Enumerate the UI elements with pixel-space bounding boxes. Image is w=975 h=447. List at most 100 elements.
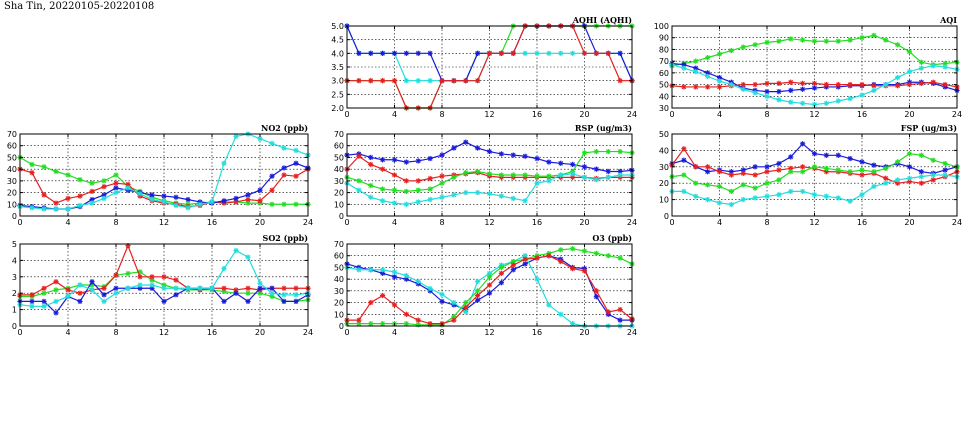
data-point	[486, 274, 493, 280]
chart-fsp: 0 4 8 12 16 20 24 0 10 20 30 40 50 FSP (ug/m3)	[659, 123, 962, 227]
x-tick-label: 12	[484, 218, 494, 227]
data-point	[451, 317, 457, 323]
data-point	[269, 187, 275, 193]
x-tick-label: 20	[579, 110, 589, 119]
data-point	[486, 171, 493, 177]
data-point	[368, 78, 374, 84]
data-point	[752, 90, 758, 96]
data-point	[498, 151, 504, 157]
data-point	[113, 285, 119, 291]
data-point	[705, 164, 711, 170]
data-point	[510, 258, 516, 265]
x-tick-label: 24	[952, 110, 962, 119]
data-point	[823, 100, 829, 106]
data-point	[391, 172, 398, 178]
data-point	[221, 160, 227, 166]
data-point	[593, 50, 599, 56]
data-point	[776, 167, 782, 173]
data-point	[89, 188, 95, 194]
data-point	[740, 170, 746, 176]
x-tick-label: 16	[207, 328, 217, 337]
x-tick-label: 16	[532, 328, 542, 337]
data-point	[233, 290, 239, 296]
data-point	[811, 38, 818, 44]
data-point	[930, 172, 936, 178]
data-point	[605, 253, 611, 259]
data-point	[137, 282, 143, 288]
data-point	[498, 270, 504, 276]
data-point	[811, 164, 818, 170]
data-point	[41, 298, 47, 304]
x-tick-label: 8	[439, 110, 444, 119]
data-point	[391, 269, 398, 275]
y-tick-label: 0	[339, 212, 344, 221]
data-point	[788, 79, 794, 85]
x-tick-label: 12	[159, 328, 169, 337]
data-point	[510, 262, 516, 268]
data-point	[245, 285, 251, 291]
data-point	[776, 97, 782, 103]
y-tick-label: 40	[659, 146, 669, 155]
data-point	[752, 164, 758, 170]
data-point	[41, 303, 47, 309]
data-point	[593, 294, 599, 300]
data-point	[415, 178, 421, 184]
data-point	[380, 78, 386, 84]
data-point	[788, 87, 794, 94]
data-point	[534, 173, 540, 179]
data-point	[475, 288, 481, 294]
data-point	[918, 180, 924, 186]
data-point	[403, 50, 409, 56]
data-point	[546, 253, 552, 259]
data-point	[101, 298, 107, 304]
y-tick-label: 70	[334, 130, 344, 139]
data-point	[475, 278, 481, 285]
data-point	[593, 148, 599, 155]
y-tick-label: 4	[12, 256, 17, 265]
data-point	[221, 285, 227, 291]
data-point	[906, 69, 913, 75]
data-point	[403, 201, 409, 207]
data-point	[415, 199, 421, 205]
x-tick-label: 16	[857, 110, 867, 119]
data-point	[439, 298, 445, 304]
data-point	[101, 292, 107, 298]
plot-frame	[671, 25, 958, 109]
data-point	[942, 172, 948, 178]
data-point	[534, 180, 540, 186]
data-point	[113, 189, 119, 196]
data-point	[534, 276, 540, 282]
data-point	[800, 100, 806, 106]
y-tick-label: 30	[7, 177, 17, 186]
data-point	[581, 268, 588, 274]
chart-title: FSP (ug/m3)	[901, 123, 957, 133]
y-tick-label: 2	[12, 289, 17, 298]
data-point	[847, 96, 853, 102]
data-point	[269, 140, 275, 146]
data-point	[752, 42, 758, 48]
data-point	[257, 285, 263, 291]
data-point	[486, 290, 493, 296]
data-point	[930, 79, 936, 85]
y-tick-label: 0	[339, 322, 344, 331]
y-tick-label: 40	[7, 165, 17, 174]
data-point	[101, 195, 107, 202]
x-tick-label: 0	[344, 110, 349, 119]
data-point	[403, 273, 409, 279]
data-point	[269, 290, 275, 296]
data-point	[293, 147, 299, 153]
x-tick-label: 0	[344, 328, 349, 337]
data-point	[883, 180, 889, 186]
data-point	[605, 174, 611, 180]
data-point	[764, 39, 770, 45]
x-tick-label: 24	[627, 110, 637, 119]
data-point	[89, 180, 95, 186]
data-point	[89, 200, 95, 206]
data-point	[788, 36, 794, 42]
data-point	[510, 267, 516, 273]
data-point	[617, 307, 623, 313]
x-tick-label: 24	[303, 218, 313, 227]
data-point	[522, 261, 528, 267]
data-point	[681, 146, 687, 152]
